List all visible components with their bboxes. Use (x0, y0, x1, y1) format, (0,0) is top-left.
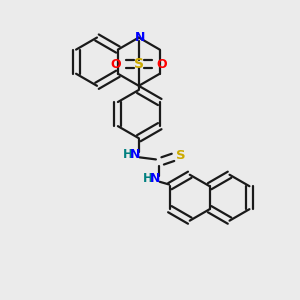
Text: N: N (150, 172, 160, 185)
Text: S: S (176, 149, 185, 162)
Text: O: O (110, 58, 121, 70)
Text: H: H (143, 172, 153, 185)
Text: N: N (135, 31, 146, 44)
Text: S: S (134, 57, 144, 71)
Text: N: N (130, 148, 140, 161)
Text: H: H (123, 148, 133, 161)
Text: O: O (157, 58, 167, 70)
